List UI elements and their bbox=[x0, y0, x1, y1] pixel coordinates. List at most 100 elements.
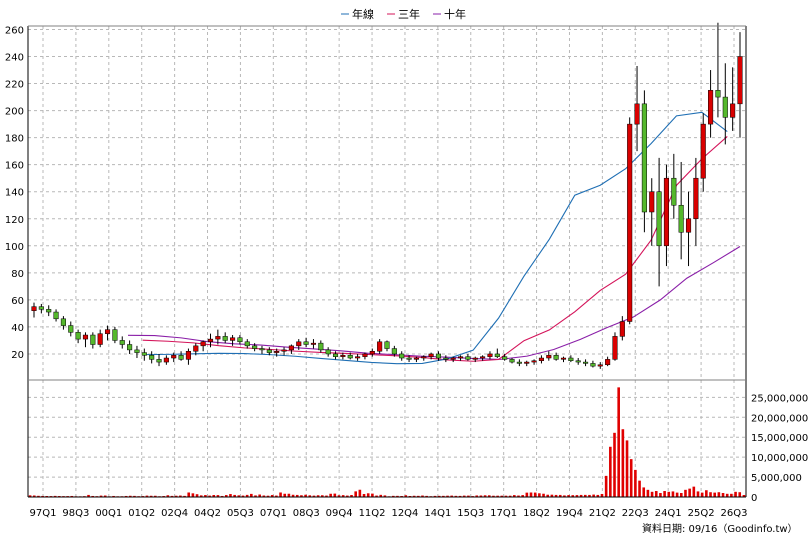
candlestick bbox=[428, 352, 434, 360]
volume-bar bbox=[533, 492, 537, 497]
volume-bar bbox=[625, 440, 629, 497]
volume-bar bbox=[145, 495, 149, 497]
volume-bar bbox=[396, 495, 399, 497]
volume-bar bbox=[634, 469, 637, 497]
candle-body bbox=[391, 348, 397, 355]
volume-bar bbox=[199, 495, 203, 497]
candle-body bbox=[185, 351, 191, 360]
volume-bar bbox=[275, 495, 278, 497]
candle-body bbox=[516, 361, 522, 364]
candlestick bbox=[568, 355, 574, 363]
candle-body bbox=[355, 356, 361, 359]
candlestick bbox=[82, 332, 89, 348]
volume-bar bbox=[237, 495, 241, 497]
candlestick bbox=[649, 178, 655, 246]
candlestick bbox=[627, 117, 633, 325]
volume-bar bbox=[621, 429, 625, 497]
price-tick-label: 20 bbox=[11, 350, 24, 361]
volume-bar bbox=[705, 490, 708, 497]
candlestick bbox=[399, 351, 405, 361]
candlestick bbox=[524, 360, 530, 367]
candle-body bbox=[450, 357, 456, 360]
volume-bar bbox=[588, 494, 591, 497]
candlestick bbox=[266, 347, 272, 356]
legend: 年線 三年 十年 bbox=[341, 7, 466, 21]
volume-bar bbox=[41, 495, 44, 497]
candlestick bbox=[60, 316, 66, 330]
axes bbox=[27, 25, 747, 498]
candle-body bbox=[178, 355, 184, 360]
candle-body bbox=[274, 351, 280, 353]
volume-bar bbox=[517, 495, 520, 497]
volume-bar bbox=[659, 493, 662, 497]
candle-body bbox=[82, 334, 89, 340]
candlestick bbox=[487, 351, 493, 360]
candle-body bbox=[583, 361, 589, 364]
candlestick bbox=[641, 90, 647, 233]
candlestick bbox=[90, 332, 96, 349]
candlestick bbox=[178, 351, 184, 361]
candle-body bbox=[318, 342, 324, 351]
candle-body bbox=[553, 355, 559, 360]
candlestick bbox=[575, 358, 581, 365]
candlestick bbox=[546, 351, 552, 361]
x-tick-label: 25Q2 bbox=[688, 508, 715, 519]
candlestick bbox=[207, 333, 214, 348]
volume-bar bbox=[371, 493, 374, 497]
volume-bar bbox=[220, 495, 224, 497]
candlestick bbox=[590, 360, 596, 368]
volume-bar bbox=[32, 495, 36, 497]
candlestick bbox=[185, 348, 191, 365]
candle-body bbox=[171, 355, 177, 359]
candlestick bbox=[53, 309, 59, 322]
x-tick-label: 04Q2 bbox=[194, 508, 221, 519]
candlestick bbox=[435, 351, 442, 361]
volume-bar bbox=[28, 495, 32, 497]
candle-body bbox=[369, 351, 375, 355]
candlestick bbox=[583, 359, 589, 367]
volume-bar bbox=[667, 491, 671, 497]
candlestick bbox=[619, 316, 625, 341]
x-tick-label: 14Q1 bbox=[424, 508, 451, 519]
x-tick-label: 02Q4 bbox=[161, 508, 188, 519]
candle-body bbox=[325, 349, 331, 355]
volume-bar bbox=[254, 495, 257, 497]
price-tick-label: 220 bbox=[5, 80, 24, 91]
volume-bar bbox=[479, 495, 483, 497]
price-tick-label: 100 bbox=[5, 242, 24, 253]
tick-labels: 20 40 60 80 100 120 140 160 180 200 220 240 260 0 5,00… bbox=[5, 25, 808, 519]
candle-body bbox=[38, 306, 44, 310]
candle-body bbox=[222, 336, 228, 341]
candlestick bbox=[46, 305, 52, 317]
candle-body bbox=[31, 306, 37, 311]
x-tick-label: 26Q3 bbox=[721, 508, 748, 519]
candlestick bbox=[421, 355, 427, 361]
candle-body bbox=[509, 359, 515, 363]
candlestick bbox=[413, 356, 419, 363]
x-tick-label: 11Q2 bbox=[359, 508, 386, 519]
candlestick bbox=[259, 345, 265, 354]
volume-bar bbox=[629, 459, 633, 497]
volume-bar bbox=[725, 493, 729, 497]
volume-bar bbox=[642, 487, 646, 497]
price-tick-label: 80 bbox=[11, 269, 24, 280]
volume-bar bbox=[354, 491, 357, 497]
candle-body bbox=[693, 177, 699, 220]
candle-body bbox=[421, 356, 427, 359]
candle-body bbox=[612, 336, 618, 360]
volume-bar bbox=[496, 495, 499, 497]
candlestick bbox=[391, 345, 397, 357]
volume-bar bbox=[513, 495, 516, 497]
volume-bar bbox=[350, 495, 353, 497]
candlestick bbox=[465, 353, 471, 361]
candle-body bbox=[502, 356, 508, 360]
candlestick bbox=[509, 358, 515, 364]
volume-bar bbox=[492, 495, 495, 497]
candle-body bbox=[46, 309, 52, 313]
volume-bar bbox=[475, 495, 479, 497]
volume-bar bbox=[500, 495, 504, 497]
candle-body bbox=[399, 353, 405, 359]
candle-body bbox=[722, 96, 728, 118]
volume-bar bbox=[308, 495, 312, 497]
price-tick-label: 200 bbox=[5, 107, 24, 118]
